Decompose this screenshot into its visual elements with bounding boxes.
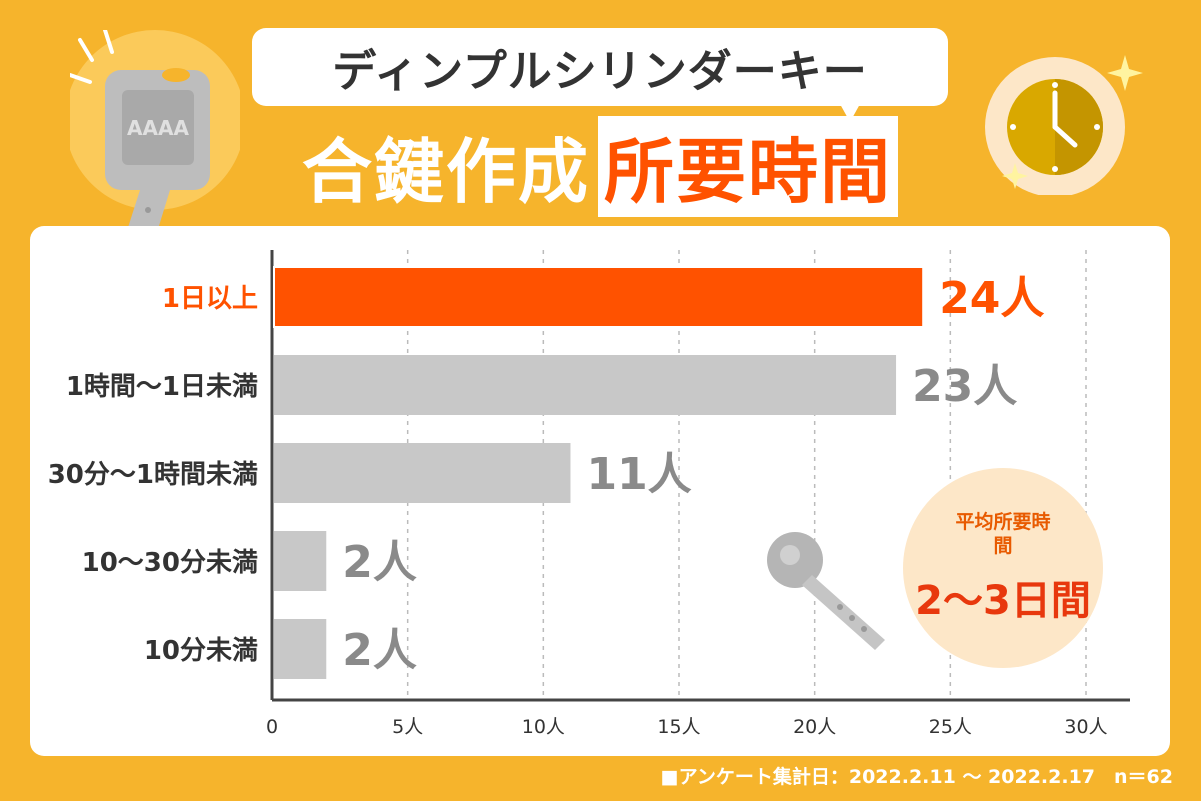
headline: 合鍵作成 所要時間 [250,115,950,217]
average-label: 平均所要時間 [955,511,1051,557]
average-value: 2〜3日間 [915,578,1091,624]
value-label: 23人 [912,361,1017,412]
category-label: 1日以上 [162,284,258,314]
x-tick-label: 20人 [793,716,836,738]
small-key-icon [767,532,885,650]
value-label: 24人 [939,273,1044,324]
bar [274,619,327,679]
bar [273,266,925,328]
bar [274,531,327,591]
survey-footer: ■アンケート集計日：2022.2.11 〜 2022.2.17 n＝62 [660,766,1173,788]
headline-part1: 合鍵作成 [302,130,590,213]
key-deco-text: AAAA [127,116,189,140]
x-tick-label: 0 [266,716,278,738]
average-badge: 平均所要時間 2〜3日間 [903,468,1103,668]
value-label: 11人 [586,449,691,500]
category-label: 10分未満 [144,636,258,666]
x-tick-label: 30人 [1064,716,1107,738]
clock-icon [985,55,1143,195]
x-tick-label: 5人 [392,716,423,738]
x-tick-label: 10人 [522,716,565,738]
chart-title: ディンプルシリンダーキー [252,28,948,122]
category-label: 10〜30分未満 [82,548,258,578]
bar [274,355,897,415]
bar [274,443,571,503]
value-label: 2人 [342,537,417,588]
value-label: 2人 [342,625,417,676]
category-label: 30分〜1時間未満 [48,460,258,490]
headline-part2: 所要時間 [598,115,898,217]
x-tick-label: 25人 [929,716,972,738]
category-label: 1時間〜1日未満 [66,372,258,402]
x-tick-label: 15人 [657,716,700,738]
